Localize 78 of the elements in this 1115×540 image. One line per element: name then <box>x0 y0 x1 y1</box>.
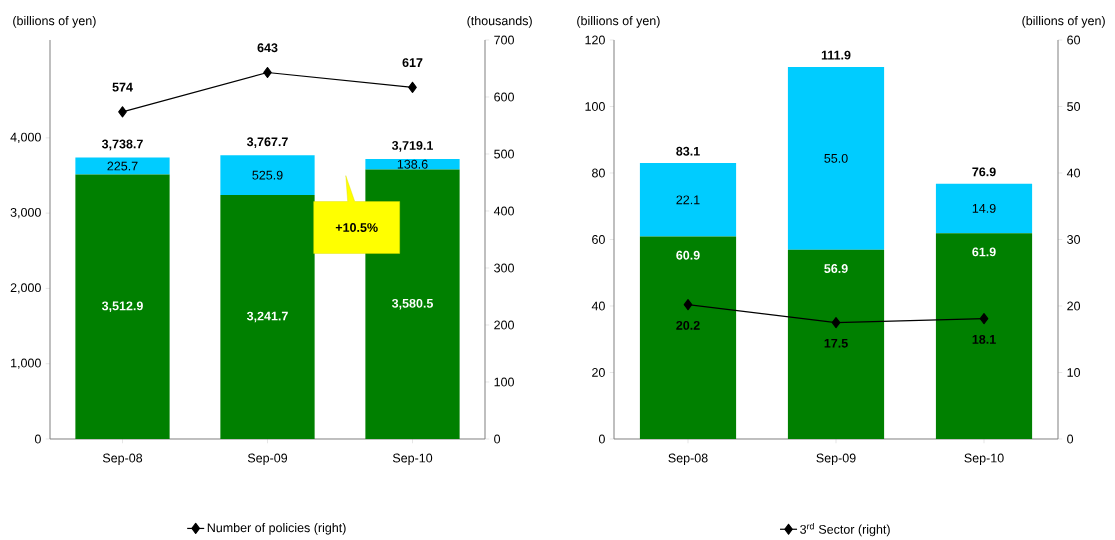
data-label: 3,512.9 <box>101 301 143 313</box>
y2-tick-label: 10 <box>1067 368 1081 378</box>
y-axis-title: (billions of yen) <box>13 16 96 28</box>
y-tick-label: 60 <box>592 235 605 245</box>
data-label: 14.9 <box>972 204 996 214</box>
y2-tick-label: 50 <box>1067 102 1081 112</box>
point <box>118 106 127 118</box>
y2-axis-title: (billions of yen) <box>1022 16 1105 28</box>
x-tick-label: Sep-08 <box>668 453 708 466</box>
y-tick-label: 120 <box>585 35 605 45</box>
y-tick-label: 80 <box>592 168 605 178</box>
y2-tick-label: 40 <box>1066 168 1081 178</box>
y-tick-label: 0 <box>34 434 41 444</box>
point <box>831 317 841 329</box>
y-tick-label: 3,000 <box>10 208 41 219</box>
data-label: 138.6 <box>397 160 428 169</box>
y2-tick-label: 60 <box>1067 35 1081 45</box>
bar <box>75 174 170 440</box>
y-tick-label: 20 <box>592 368 605 378</box>
total-label: 3,767.7 <box>246 137 288 149</box>
total-label: 83.1 <box>676 147 700 156</box>
total-label: 3,738.7 <box>101 139 143 151</box>
x-tick-label: Sep-10 <box>964 453 1004 466</box>
total-label: 76.9 <box>972 167 996 177</box>
data-label: 525.9 <box>252 170 283 180</box>
data-label: 225.7 <box>107 161 138 171</box>
y-axis-title: (billions of yen) <box>577 16 660 28</box>
data-label: 61.9 <box>972 247 996 257</box>
y2-tick-label: 200 <box>494 320 514 330</box>
y2-tick-label: 20 <box>1067 301 1081 311</box>
total-label: 3,719.1 <box>391 141 434 152</box>
legend-label: 3$^{rd}$ Sector (right) <box>800 523 890 537</box>
y-tick-label: 40 <box>591 301 605 311</box>
data-label: 3,580.5 <box>391 299 434 310</box>
x-tick-label: Sep-09 <box>816 453 856 466</box>
y2-tick-label: 30 <box>1067 235 1081 245</box>
data-label: 55.0 <box>824 154 848 164</box>
bar <box>935 183 1033 234</box>
bar <box>787 250 885 440</box>
data-label: 18.1 <box>972 335 996 345</box>
point <box>263 67 272 79</box>
data-label: 17.5 <box>824 339 848 348</box>
y2-tick-label: 300 <box>494 263 514 273</box>
x-tick-label: Sep-08 <box>102 453 143 466</box>
y-tick-label: 100 <box>585 102 605 112</box>
data-label: 20.2 <box>676 321 700 331</box>
y2-axis-title: (thousands) <box>467 16 532 28</box>
y-tick-label: 0 <box>598 434 605 444</box>
data-label: 574 <box>112 83 133 92</box>
y-tick-label: 4,000 <box>10 132 41 144</box>
x-tick-label: Sep-10 <box>392 453 433 466</box>
y2-tick-label: 700 <box>494 35 514 45</box>
y-tick-label: 1,000 <box>11 358 41 370</box>
point <box>683 299 693 311</box>
data-label: 22.1 <box>676 195 700 205</box>
total-label: 111.9 <box>821 50 851 60</box>
bar <box>75 157 170 175</box>
data-label: 3,241.7 <box>246 311 288 323</box>
legend-label: Number of policies (right) <box>207 523 346 535</box>
y2-tick-label: 500 <box>494 149 514 159</box>
y-tick-label: 2,000 <box>10 283 41 294</box>
bar <box>220 195 315 440</box>
y2-tick-label: 400 <box>493 206 514 216</box>
annotation: +10.5% <box>335 223 378 233</box>
data-label: 60.9 <box>676 251 700 260</box>
y2-tick-label: 100 <box>494 377 514 387</box>
data-label: 56.9 <box>824 264 848 274</box>
point <box>979 313 989 325</box>
data-label: 643 <box>257 43 278 53</box>
y2-tick-label: 0 <box>494 434 501 444</box>
bar <box>935 233 1033 440</box>
bar <box>787 67 885 251</box>
x-tick-label: Sep-09 <box>247 453 288 466</box>
bar <box>639 163 737 237</box>
data-label: 617 <box>402 58 423 68</box>
y2-tick-label: 600 <box>494 92 514 102</box>
y2-tick-label: 0 <box>1067 434 1074 444</box>
bar <box>639 236 737 440</box>
